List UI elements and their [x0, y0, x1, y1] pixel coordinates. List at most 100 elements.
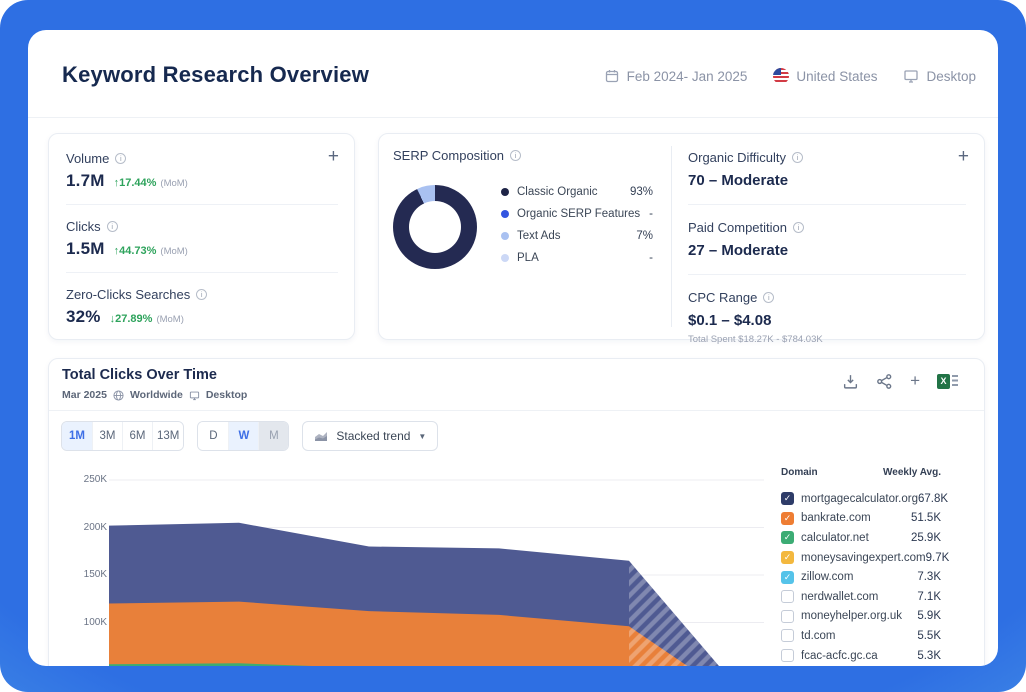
legend-weekly-avg: 9.7K — [925, 551, 950, 564]
date-range-filter[interactable]: Feb 2024- Jan 2025 — [604, 68, 748, 84]
info-icon[interactable]: i — [196, 288, 208, 300]
chart-subtitle: Mar 2025 Worldwide Desktop — [62, 389, 247, 401]
legend-weekly-avg: 5.3K — [917, 649, 941, 662]
legend-domain-label: zillow.com — [801, 571, 854, 584]
serp-legend-dot — [501, 254, 509, 262]
paid-competition-label: Paid Competition — [688, 219, 787, 235]
domain-checkbox[interactable] — [781, 590, 794, 604]
range-1m[interactable]: 1M — [62, 422, 92, 450]
legend-row[interactable]: fcac-acfc.gc.ca 5.3K — [781, 646, 941, 666]
chart-title: Total Clicks Over Time — [62, 367, 217, 383]
date-range-label: Feb 2024- Jan 2025 — [626, 68, 748, 84]
divider — [66, 204, 338, 205]
country-filter[interactable]: United States — [773, 68, 877, 84]
vertical-divider — [671, 146, 672, 327]
legend-domain-label: mortgagecalculator.org — [801, 492, 918, 505]
add-widget-icon[interactable]: + — [910, 371, 920, 390]
serp-legend-value: 93% — [629, 186, 653, 198]
info-icon[interactable]: i — [763, 291, 775, 303]
domain-checkbox[interactable]: ✓ — [781, 511, 794, 525]
clicks-label: Clicks — [66, 218, 101, 234]
range-3m[interactable]: 3M — [92, 422, 122, 450]
legend-row[interactable]: ✓ zillow.com 7.3K — [781, 567, 941, 587]
info-icon[interactable]: i — [793, 221, 804, 233]
legend-domain-label: td.com — [801, 629, 836, 642]
zero-clicks-value: 32% — [66, 307, 101, 326]
chart-toolbar: + X — [842, 371, 958, 391]
domain-checkbox[interactable] — [781, 629, 794, 643]
device-label: Desktop — [926, 68, 976, 84]
serp-legend: Classic Organic 93% Organic SERP Features -… — [501, 181, 653, 269]
area-calculator.net — [109, 663, 313, 666]
info-icon[interactable]: i — [106, 220, 118, 232]
volume-period: (MoM) — [160, 178, 188, 189]
legend-row[interactable]: ✓ bankrate.com 51.5K — [781, 509, 941, 529]
domain-checkbox[interactable]: ✓ — [781, 492, 794, 506]
legend-weekly-avg: 7.1K — [917, 590, 941, 603]
download-icon[interactable] — [842, 373, 859, 390]
device-filter[interactable]: Desktop — [903, 68, 976, 84]
clicks-period: (MoM) — [160, 246, 188, 257]
dashboard-card: Keyword Research Overview Feb 2024- Jan … — [28, 30, 998, 666]
clicks-area-chart[interactable] — [109, 474, 764, 666]
view-mode-dropdown[interactable]: Stacked trend ▼ — [302, 421, 439, 451]
range-13m[interactable]: 13M — [152, 422, 184, 450]
add-to-list-button[interactable]: + — [327, 146, 339, 167]
serp-legend-label: Text Ads — [517, 230, 561, 242]
info-icon[interactable]: i — [510, 150, 522, 161]
zero-clicks-period: (MoM) — [156, 314, 184, 325]
legend-weekly-avg: 51.5K — [910, 512, 941, 525]
calendar-icon — [604, 68, 620, 84]
organic-difficulty-label: Organic Difficulty — [688, 149, 787, 165]
serp-difficulty-card: SERP Composition i Classic Organic 93% Org… — [378, 133, 985, 345]
legend-row[interactable]: moneyhelper.org.uk 5.9K — [781, 607, 941, 627]
info-icon[interactable]: i — [792, 151, 804, 163]
serp-legend-item: Organic SERP Features - — [501, 203, 653, 225]
serp-title: SERP Composition — [393, 148, 505, 163]
cpc-range-label: CPC Range — [688, 289, 758, 305]
domain-checkbox[interactable]: ✓ — [781, 570, 794, 584]
zero-clicks-change: ↓27.89% — [109, 313, 153, 325]
volume-value: 1.7M — [66, 171, 105, 190]
y-axis-tick: 150K — [83, 569, 107, 580]
legend-domain-label: fcac-acfc.gc.ca — [801, 649, 878, 662]
legend-row[interactable]: td.com 5.5K — [781, 626, 941, 646]
chevron-down-icon: ▼ — [418, 431, 427, 441]
y-axis-tick: 250K — [83, 474, 107, 485]
legend-row[interactable]: nerdwallet.com 7.1K — [781, 587, 941, 607]
zero-clicks-label: Zero-Clicks Searches — [66, 286, 191, 302]
chart-scope: Worldwide — [129, 389, 183, 401]
domain-checkbox[interactable]: ✓ — [781, 531, 794, 545]
domain-checkbox[interactable]: ✓ — [781, 551, 794, 565]
legend-weekly-avg: 5.9K — [917, 610, 941, 623]
share-icon[interactable] — [876, 373, 893, 390]
paid-competition-value: 27 – Moderate — [688, 242, 789, 259]
volume-metrics-card: + Volume i 1.7M ↑17.44% (MoM) Clicks i 1… — [48, 133, 355, 340]
legend-row[interactable]: ✓ moneysavingexpert.com 9.7K — [781, 548, 949, 568]
domain-checkbox[interactable] — [781, 649, 794, 663]
info-icon[interactable]: i — [115, 152, 127, 164]
country-label: United States — [796, 68, 878, 84]
legend-row[interactable]: ✓ mortgagecalculator.org 67.8K — [781, 489, 948, 509]
serp-legend-value: - — [649, 252, 653, 264]
header-filters: Feb 2024- Jan 2025 United States Desktop — [604, 68, 976, 84]
granularity-w[interactable]: W — [228, 422, 259, 450]
clicks-value: 1.5M — [66, 239, 105, 258]
legend-weekly-avg: 25.9K — [910, 531, 941, 544]
chart-device: Desktop — [205, 389, 248, 401]
legend-row[interactable]: ✓ calculator.net 25.9K — [781, 528, 941, 548]
granularity-d[interactable]: D — [198, 422, 229, 450]
partial-data-hatch — [629, 522, 759, 666]
chart-period: Mar 2025 — [62, 389, 107, 401]
zero-clicks-label-row: Zero-Clicks Searches i — [66, 286, 338, 302]
add-to-list-button[interactable]: + — [957, 146, 969, 167]
total-clicks-card: Total Clicks Over Time Mar 2025 Worldwid… — [48, 358, 985, 666]
serp-donut-chart — [393, 185, 477, 269]
export-excel-icon[interactable]: X — [937, 373, 958, 389]
domain-checkbox[interactable] — [781, 609, 794, 623]
legend-domain-header: Domain — [781, 467, 818, 478]
volume-change: ↑17.44% — [113, 177, 157, 189]
range-6m[interactable]: 6M — [122, 422, 152, 450]
donut-hole — [409, 201, 461, 253]
legend-weekly-avg: 67.8K — [917, 492, 949, 505]
